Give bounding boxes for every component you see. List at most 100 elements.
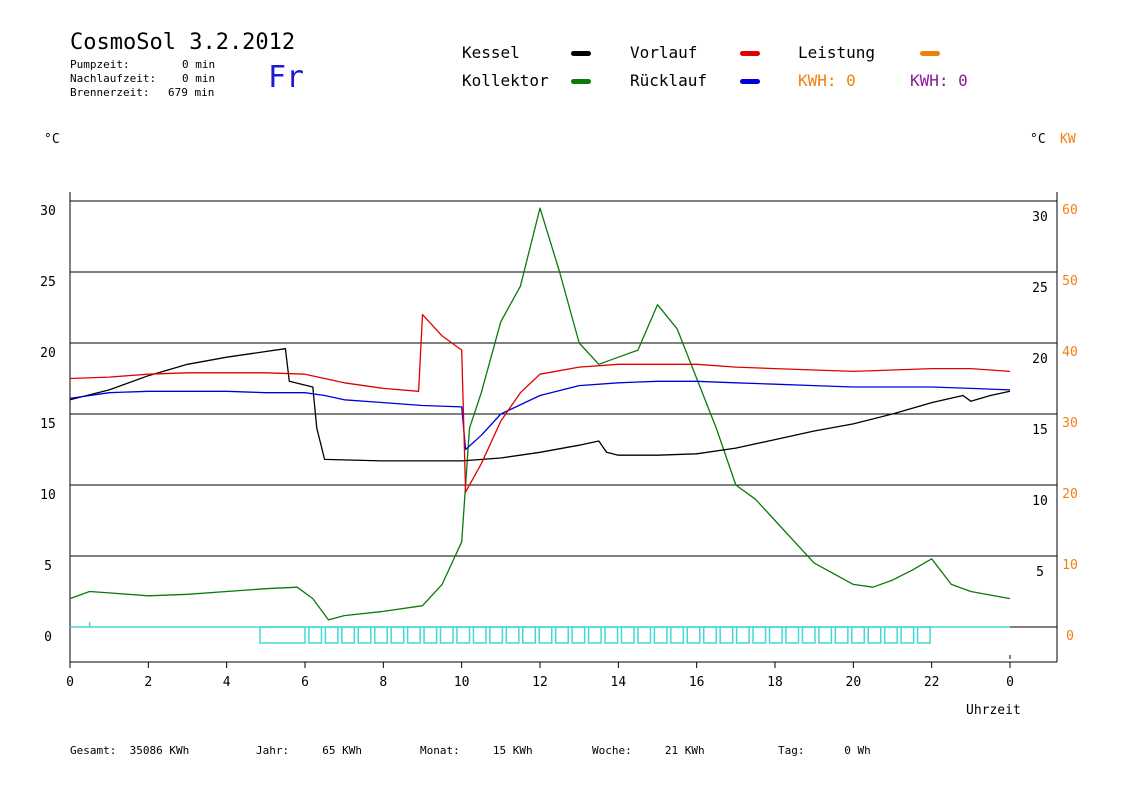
y-left-tick-label: 10 <box>40 488 56 503</box>
pump-block <box>538 626 553 644</box>
x-tick-label: 22 <box>924 675 940 690</box>
pump-block <box>357 626 372 644</box>
brenner-label: Brennerzeit: <box>70 86 150 99</box>
series-ruecklauf <box>69 380 1011 451</box>
legend-kollektor: Kollektor <box>462 71 549 90</box>
pump-block <box>472 626 487 644</box>
pump-block <box>883 626 898 644</box>
y-right-kw-tick-label: 10 <box>1062 558 1078 573</box>
y-right-kw-tick-label: 50 <box>1062 274 1078 289</box>
pump-block <box>341 626 356 644</box>
legend-kwh-leistung: KWH: 0 <box>798 71 856 90</box>
pump-block <box>818 626 833 644</box>
y-right-kw-tick-label: 0 <box>1066 629 1074 644</box>
footer-gesamt: Gesamt: 35086 KWh <box>70 744 190 757</box>
pump-block <box>834 626 849 644</box>
pump-block <box>587 626 602 644</box>
legend-ruecklauf-swatch <box>740 79 760 84</box>
pump-block <box>604 626 619 644</box>
y-left-tick-label: 15 <box>40 417 56 432</box>
x-tick-label: 4 <box>223 675 231 690</box>
pump-block <box>489 626 504 644</box>
pump-block <box>752 626 767 644</box>
pump-block <box>867 626 882 644</box>
y-right-kw-tick-label: 30 <box>1062 416 1078 431</box>
y-right-tick-label: 10 <box>1032 494 1048 509</box>
y-right-tick-label: 25 <box>1032 281 1048 296</box>
pump-block <box>406 626 421 644</box>
pump-block <box>916 626 931 644</box>
y-right-kw-unit: KW <box>1060 132 1076 147</box>
pump-block <box>620 626 635 644</box>
brenner-value: 679 min <box>168 86 215 99</box>
x-tick-label: 20 <box>846 675 862 690</box>
legend-vorlauf-swatch <box>740 51 760 56</box>
legend-kollektor-swatch <box>571 79 591 84</box>
y-right-unit: °C <box>1030 132 1046 147</box>
x-tick-label: 16 <box>689 675 705 690</box>
y-left-tick-label: 20 <box>40 346 56 361</box>
nachlauf-label: Nachlaufzeit: <box>70 72 157 85</box>
y-right-kw-tick-label: 40 <box>1062 345 1078 360</box>
y-right-kw-tick-label: 20 <box>1062 487 1078 502</box>
x-tick-label: 10 <box>454 675 470 690</box>
y-right-kw-tick-label: 60 <box>1062 203 1078 218</box>
y-left-tick-label: 30 <box>40 204 56 219</box>
legend-vorlauf: Vorlauf <box>630 43 698 62</box>
pump-block <box>554 626 569 644</box>
pump-block <box>505 626 520 644</box>
y-left-tick-label: 5 <box>44 559 52 574</box>
x-tick-label: 18 <box>767 675 783 690</box>
x-tick-label: 0 <box>1006 675 1014 690</box>
legend-kessel-swatch <box>571 51 591 56</box>
pump-block <box>324 626 339 644</box>
y-right-tick-label: 20 <box>1032 352 1048 367</box>
pump-block <box>735 626 750 644</box>
pump-block <box>423 626 438 644</box>
footer-tag: Tag: 0 Wh <box>778 744 871 757</box>
pump-block <box>686 626 701 644</box>
x-tick-label: 0 <box>66 675 74 690</box>
nachlauf-value: 0 min <box>182 72 216 85</box>
pump-block <box>670 626 685 644</box>
pump-block <box>456 626 471 644</box>
pump-block <box>522 626 537 644</box>
footer-monat: Monat: 15 KWh <box>420 744 533 757</box>
pump-block <box>702 626 718 644</box>
pump-block <box>785 626 800 644</box>
pump-block <box>390 626 405 644</box>
footer-jahr: Jahr: 65 KWh <box>256 744 362 757</box>
pump-block <box>900 626 915 644</box>
legend-leistung: Leistung <box>798 43 876 62</box>
legend-leistung-swatch <box>920 51 940 56</box>
chart-title: CosmoSol 3.2.2012 <box>70 30 296 55</box>
y-right-tick-label: 5 <box>1036 565 1044 580</box>
series-kessel <box>69 348 1011 462</box>
pump-block <box>308 626 323 644</box>
y-right-tick-label: 15 <box>1032 423 1048 438</box>
pump-value: 0 min <box>182 58 216 71</box>
pump-block <box>373 626 389 644</box>
pump-block <box>653 626 668 644</box>
pump-label: Pumpzeit: <box>70 58 130 71</box>
x-tick-label: 12 <box>532 675 548 690</box>
x-axis-label: Uhrzeit <box>966 703 1021 718</box>
pump-block <box>637 626 652 644</box>
pump-block <box>851 626 866 644</box>
x-tick-label: 2 <box>144 675 152 690</box>
y-left-tick-label: 25 <box>40 275 56 290</box>
legend-kessel: Kessel <box>462 43 520 62</box>
pump-block <box>439 626 454 644</box>
pump-block <box>719 626 734 644</box>
pump-block <box>571 626 586 644</box>
weekday: Fr <box>268 60 305 95</box>
y-left-unit: °C <box>44 132 60 147</box>
y-left-tick-label: 0 <box>44 630 52 645</box>
footer-woche: Woche: 21 KWh <box>592 744 705 757</box>
pump-block <box>259 626 306 644</box>
series-kollektor <box>69 207 1011 621</box>
series-vorlauf <box>69 313 1011 493</box>
pump-block <box>768 626 783 644</box>
pump-block <box>801 626 816 644</box>
